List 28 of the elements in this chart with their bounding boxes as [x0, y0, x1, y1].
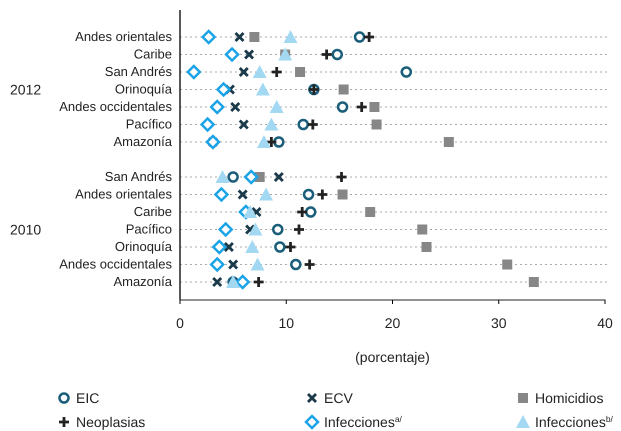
x-tick-label: 0 [176, 314, 184, 331]
y-tick-label: Orinoquía [114, 82, 173, 97]
y-tick-label: San Andrés [104, 169, 172, 184]
y-tick-label: Pacífico [126, 222, 172, 237]
y-tick-label: Pacífico [126, 116, 172, 132]
legend-label: EIC [76, 390, 100, 406]
y-tick-label: Amazonía [113, 274, 173, 290]
legend-label: Homicidios [535, 390, 604, 406]
legend-label: Infecciones$^{a/}$ [324, 414, 402, 430]
y-tick-label: Andes orientales [75, 29, 172, 44]
y-tick-label: Caribe [134, 204, 172, 220]
x-tick-label: 30 [490, 314, 507, 331]
y-tick-label: San Andrés [104, 64, 172, 80]
y-tick-label: Caribe [134, 46, 172, 62]
legend-label: ECV [324, 390, 354, 406]
x-tick-label: 10 [278, 314, 294, 331]
x-tick-label: 40 [597, 314, 613, 331]
y-tick-label: Andes occidentales [59, 99, 172, 114]
x-tick-label: 20 [384, 314, 400, 331]
text: 2010 [10, 221, 42, 238]
y-tick-label: Andes orientales [75, 186, 172, 202]
legend-label: Neoplasias [76, 414, 146, 430]
y-tick-label: Amazonía [113, 134, 173, 150]
y-tick-label: Orinoquía [114, 239, 173, 254]
text: 2012 [10, 81, 42, 98]
y-tick-label: Andes occidentales [59, 256, 172, 272]
x-axis-title: (porcentaje) [355, 349, 430, 365]
legend-label: Infecciones$^{b/}$ [535, 414, 614, 430]
